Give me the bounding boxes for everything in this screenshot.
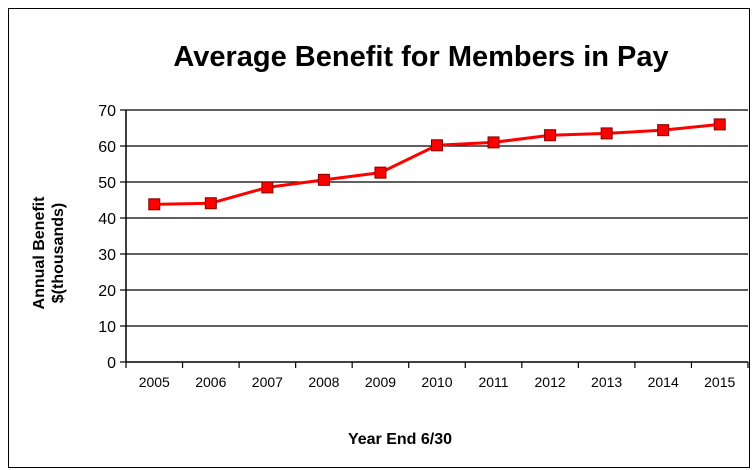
x-tick-label-2006: 2006 xyxy=(195,374,226,390)
y-tick-label-70: 70 xyxy=(98,103,116,120)
chart-title: Average Benefit for Members in Pay xyxy=(173,41,668,73)
data-point-2007 xyxy=(261,181,274,194)
data-point-2008 xyxy=(317,173,330,186)
y-tick-label-10: 10 xyxy=(98,319,116,336)
x-tick-label-2012: 2012 xyxy=(535,374,566,390)
grid-layer xyxy=(120,109,749,368)
x-tick-label-2010: 2010 xyxy=(421,374,452,390)
x-tick-label-2005: 2005 xyxy=(139,374,170,390)
data-point-2006 xyxy=(204,197,217,210)
x-tick-label-2013: 2013 xyxy=(591,374,622,390)
data-point-2005 xyxy=(148,198,161,211)
y-tick-labels: 0 10 20 30 40 50 60 70 xyxy=(98,103,116,372)
y-tick-label-40: 40 xyxy=(98,211,116,228)
data-point-2013 xyxy=(600,127,613,140)
y-tick-label-60: 60 xyxy=(98,139,116,156)
chart-frame xyxy=(8,8,750,468)
series-layer xyxy=(148,118,726,211)
data-point-2015 xyxy=(713,118,726,131)
series-line-0 xyxy=(154,122,720,206)
y-tick-label-30: 30 xyxy=(98,247,116,264)
y-tick-label-0: 0 xyxy=(107,355,116,372)
x-tick-label-2008: 2008 xyxy=(308,374,339,390)
data-point-2014 xyxy=(657,124,670,137)
x-tick-label-2014: 2014 xyxy=(648,374,679,390)
y-tick-label-50: 50 xyxy=(98,175,116,192)
y-axis-title-line-2: $(thousands) xyxy=(50,203,67,303)
x-tick-label-2007: 2007 xyxy=(252,374,283,390)
x-tick-label-2015: 2015 xyxy=(704,374,735,390)
data-point-2012 xyxy=(544,129,557,142)
y-tick-label-20: 20 xyxy=(98,283,116,300)
data-point-2009 xyxy=(374,166,387,179)
y-axis-title-line-1: Annual Benefit xyxy=(31,196,48,310)
x-tick-label-2011: 2011 xyxy=(478,374,508,390)
x-tick-labels: 2005 2006 2007 2008 2009 2010 2011 2012 2013 2014… xyxy=(139,374,736,390)
data-point-2011 xyxy=(487,136,500,149)
data-point-2010 xyxy=(431,139,443,152)
x-tick-label-2009: 2009 xyxy=(365,374,396,390)
x-axis-title: Year End 6/30 xyxy=(348,431,452,448)
